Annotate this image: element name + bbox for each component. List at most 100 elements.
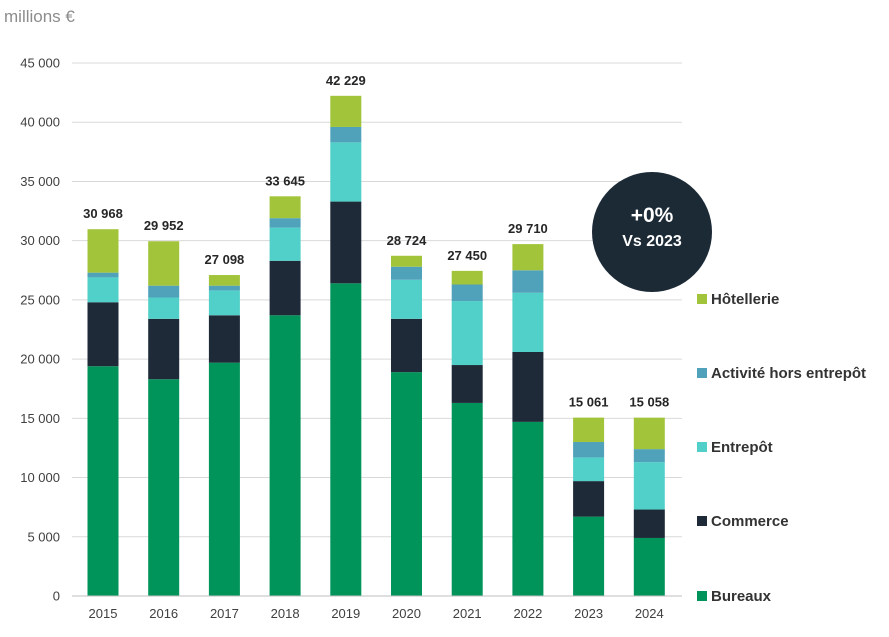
legend-label: Bureaux: [711, 588, 772, 605]
bar-segment-bureaux: [451, 402, 483, 596]
bars: [87, 95, 665, 596]
bar-segment-commerce: [391, 318, 422, 373]
total-label: 27 450: [447, 248, 487, 263]
legend-label: Hôtellerie: [711, 291, 779, 308]
badge-circle: [592, 172, 712, 292]
y-tick-label: 5 000: [27, 529, 60, 544]
bar-segment-activit-hors-entrep-t: [87, 272, 119, 278]
y-tick-label: 35 000: [20, 174, 60, 189]
bar-segment-bureaux: [633, 537, 665, 596]
y-axis-ticks: 0 5 000 10 000 15 000 20 000 25 000 30 000 35 0…: [20, 56, 60, 604]
bar-segment-activit-hors-entrep-t: [269, 218, 301, 228]
unit-label: millions €: [4, 7, 75, 26]
x-tick-label: 2017: [210, 606, 239, 621]
y-tick-label: 0: [53, 589, 60, 604]
x-tick-label: 2015: [89, 606, 118, 621]
bar-segment-activit-hors-entrep-t: [512, 270, 544, 293]
bar-segment-commerce: [269, 260, 301, 316]
bar-segment-entrep-t: [269, 227, 301, 261]
total-label: 33 645: [265, 173, 305, 188]
bar-segment-h-tellerie: [391, 255, 422, 267]
legend-swatch: [697, 294, 707, 304]
bar-segment-entrep-t: [87, 277, 119, 303]
y-tick-label: 40 000: [20, 115, 60, 130]
legend-swatch: [697, 442, 707, 452]
legend-label: Commerce: [711, 513, 789, 530]
x-tick-label: 2020: [392, 606, 421, 621]
bar-segment-bureaux: [512, 421, 544, 596]
badge-reference: Vs 2023: [622, 233, 682, 250]
x-tick-label: 2021: [453, 606, 482, 621]
bar-segment-entrep-t: [330, 142, 362, 202]
y-tick-label: 45 000: [20, 56, 60, 71]
legend-swatch: [697, 591, 707, 601]
legend-swatch: [697, 516, 707, 526]
bar-segment-entrep-t: [512, 292, 544, 353]
bar-segment-entrep-t: [451, 301, 483, 366]
bar-segment-entrep-t: [208, 290, 240, 316]
x-axis-ticks: 2015 2016 2017 2018 2019 2020 2021 2022 2023 2024: [89, 606, 664, 621]
legend: Hôtellerie Activité hors entrepôt Entrepôt…: [697, 291, 866, 605]
total-label: 27 098: [205, 252, 245, 267]
bar-segment-bureaux: [573, 516, 605, 596]
bar-segment-entrep-t: [148, 297, 180, 319]
legend-swatch: [697, 368, 707, 378]
bar-segment-entrep-t: [633, 462, 665, 510]
bar-segment-h-tellerie: [208, 275, 240, 286]
x-tick-label: 2023: [574, 606, 603, 621]
x-tick-label: 2024: [635, 606, 664, 621]
bar-segment-commerce: [633, 509, 665, 538]
bar-segment-commerce: [573, 481, 605, 517]
bar-segment-bureaux: [330, 283, 362, 596]
bar-segment-h-tellerie: [87, 229, 119, 273]
bar-segment-bureaux: [391, 372, 422, 596]
total-label: 29 952: [144, 218, 184, 233]
bar-segment-commerce: [330, 201, 362, 284]
bar-segment-h-tellerie: [451, 270, 483, 285]
y-tick-label: 10 000: [20, 470, 60, 485]
bar-segment-commerce: [87, 302, 119, 367]
bar-segment-h-tellerie: [269, 196, 301, 219]
badge-change: +0%: [631, 204, 674, 227]
bar-segment-commerce: [451, 365, 483, 403]
bar-segment-bureaux: [148, 379, 180, 596]
bar-segment-h-tellerie: [512, 244, 544, 271]
legend-label: Activité hors entrepôt: [711, 365, 866, 382]
x-tick-label: 2022: [513, 606, 542, 621]
x-tick-label: 2016: [149, 606, 178, 621]
bar-segment-h-tellerie: [148, 241, 180, 286]
bar-segment-h-tellerie: [573, 417, 605, 443]
bar-segment-commerce: [148, 318, 180, 380]
bar-segment-commerce: [512, 352, 544, 422]
x-tick-label: 2018: [271, 606, 300, 621]
bar-segment-bureaux: [208, 362, 240, 596]
total-label: 15 058: [629, 395, 669, 410]
total-label: 28 724: [387, 233, 428, 248]
bar-segment-activit-hors-entrep-t: [573, 442, 605, 458]
total-label: 29 710: [508, 221, 548, 236]
y-tick-label: 25 000: [20, 292, 60, 307]
bar-segment-activit-hors-entrep-t: [451, 284, 483, 302]
change-badge: +0% Vs 2023: [592, 172, 712, 292]
y-tick-label: 30 000: [20, 233, 60, 248]
x-tick-label: 2019: [331, 606, 360, 621]
total-labels: 30 968 29 952 27 098 33 645 42 229 28 724 27 4…: [83, 73, 669, 410]
bar-segment-activit-hors-entrep-t: [148, 285, 180, 298]
bar-segment-activit-hors-entrep-t: [633, 449, 665, 463]
bar-segment-commerce: [208, 315, 240, 363]
bar-segment-bureaux: [269, 315, 301, 596]
bar-segment-h-tellerie: [330, 95, 362, 127]
total-label: 42 229: [326, 73, 366, 88]
total-label: 30 968: [83, 206, 123, 221]
legend-label: Entrepôt: [711, 439, 773, 456]
bar-segment-activit-hors-entrep-t: [208, 285, 240, 291]
bar-segment-bureaux: [87, 366, 119, 596]
y-tick-label: 15 000: [20, 411, 60, 426]
bar-segment-activit-hors-entrep-t: [330, 126, 362, 143]
bar-segment-entrep-t: [573, 457, 605, 482]
y-tick-label: 20 000: [20, 352, 60, 367]
total-label: 15 061: [569, 395, 609, 410]
bar-segment-activit-hors-entrep-t: [391, 266, 422, 280]
bar-segment-entrep-t: [391, 279, 422, 319]
